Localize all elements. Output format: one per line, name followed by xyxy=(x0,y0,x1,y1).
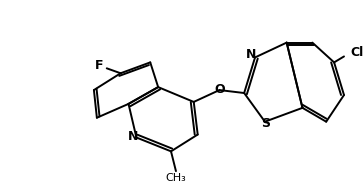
Text: F: F xyxy=(95,59,103,72)
Text: N: N xyxy=(128,130,139,143)
Text: S: S xyxy=(261,117,270,130)
Text: N: N xyxy=(246,48,256,61)
Text: CH₃: CH₃ xyxy=(166,173,186,183)
Text: O: O xyxy=(214,83,225,96)
Text: Cl: Cl xyxy=(350,46,363,59)
